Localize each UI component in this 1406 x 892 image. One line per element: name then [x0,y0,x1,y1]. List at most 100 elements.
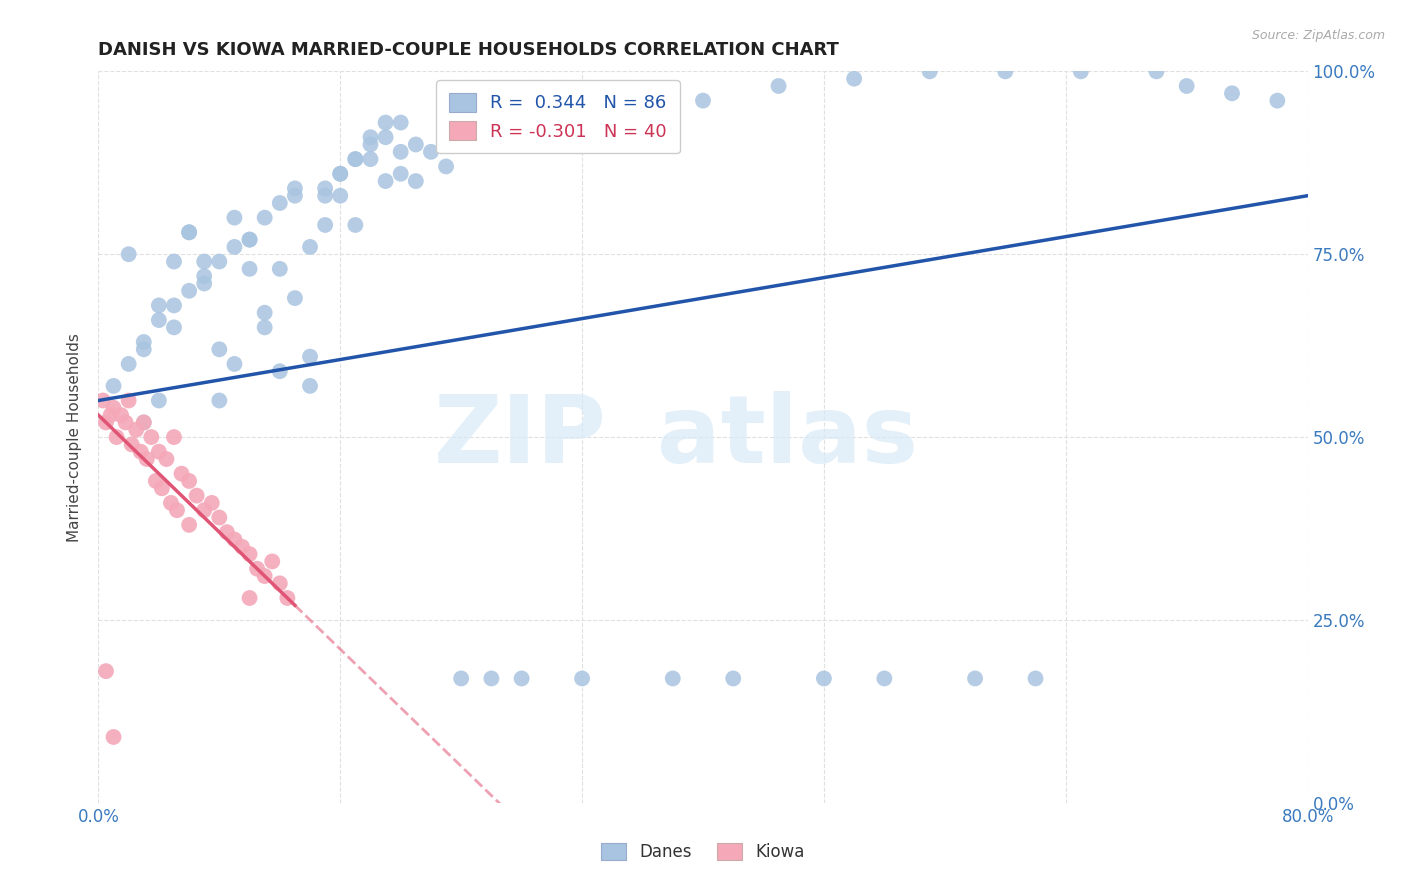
Text: DANISH VS KIOWA MARRIED-COUPLE HOUSEHOLDS CORRELATION CHART: DANISH VS KIOWA MARRIED-COUPLE HOUSEHOLD… [98,41,839,59]
Point [450,130,472,145]
Point [616,87,638,101]
Point [434,160,457,174]
Point [253,211,276,225]
Point [284,188,307,202]
Point [201,496,224,510]
Point [186,489,208,503]
Point [132,416,155,430]
Point [540,101,562,115]
Point [193,254,215,268]
Point [269,364,291,378]
Point [163,320,186,334]
Point [1024,672,1046,686]
Point [103,401,125,415]
Point [571,672,593,686]
Point [118,393,141,408]
Point [208,393,231,408]
Point [179,225,201,239]
Point [661,672,683,686]
Point [276,591,298,605]
Point [170,467,193,481]
Point [420,145,443,159]
Point [723,672,745,686]
Point [148,298,170,312]
Point [103,730,125,744]
Point [262,554,284,568]
Point [239,233,262,247]
Point [253,569,276,583]
Point [132,416,155,430]
Point [224,211,246,225]
Point [224,533,246,547]
Point [269,261,291,276]
Point [873,672,896,686]
Point [450,672,472,686]
Point [166,503,188,517]
Point [239,547,262,561]
Point [94,664,117,678]
Point [918,64,941,78]
Point [344,152,367,166]
Point [145,474,167,488]
Point [179,225,201,239]
Point [179,517,201,532]
Point [344,152,367,166]
Point [344,218,367,232]
Point [465,115,488,129]
Point [179,284,201,298]
Point [374,115,396,129]
Text: Source: ZipAtlas.com: Source: ZipAtlas.com [1251,29,1385,42]
Point [193,269,215,284]
Point [269,576,291,591]
Point [118,357,141,371]
Point [224,240,246,254]
Point [314,188,336,202]
Point [155,452,177,467]
Point [121,437,143,451]
Point [118,247,141,261]
Point [253,306,276,320]
Point [314,181,336,195]
Point [965,672,987,686]
Point [100,408,122,422]
Point [299,240,322,254]
Point [148,313,170,327]
Point [389,115,412,129]
Point [103,379,125,393]
Point [105,430,128,444]
Point [148,444,170,458]
Point [193,503,215,517]
Point [510,672,533,686]
Text: atlas: atlas [657,391,918,483]
Point [329,167,352,181]
Point [215,525,238,540]
Point [768,78,790,93]
Point [129,444,152,458]
Point [94,416,117,430]
Point [253,320,276,334]
Point [179,474,201,488]
Point [360,152,382,166]
Point [208,510,231,524]
Point [389,145,412,159]
Point [160,496,183,510]
Point [208,343,231,357]
Point [1070,64,1092,78]
Point [813,672,835,686]
Point [141,430,163,444]
Point [208,254,231,268]
Point [132,334,155,349]
Point [239,591,262,605]
Point [360,130,382,145]
Point [1267,94,1289,108]
Point [844,71,866,86]
Point [163,430,186,444]
Point [269,196,291,211]
Point [239,261,262,276]
Point [692,94,714,108]
Point [1220,87,1243,101]
Point [994,64,1017,78]
Point [405,174,427,188]
Point [405,137,427,152]
Point [329,188,352,202]
